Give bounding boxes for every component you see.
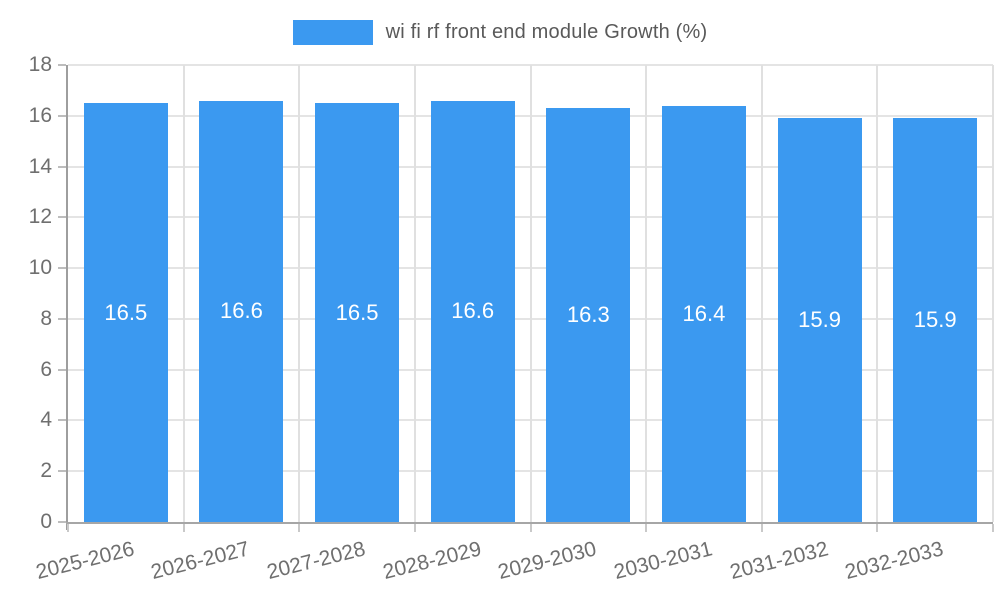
- bar-value-label: 16.3: [566, 302, 610, 328]
- y-tick-label: 14: [28, 154, 52, 178]
- gridline-vertical: [992, 65, 994, 522]
- y-axis-tick: [58, 114, 66, 117]
- bar-value-label: 16.4: [682, 300, 726, 326]
- y-axis-tick: [58, 216, 66, 219]
- bar-2026-2027[interactable]: 16.6: [199, 100, 284, 522]
- gridline-vertical: [760, 65, 763, 522]
- x-axis-tick: [67, 524, 69, 532]
- gridline-vertical: [529, 65, 532, 522]
- bar-value-label: 16.5: [104, 299, 148, 325]
- x-axis-tick: [413, 524, 416, 532]
- gridline-vertical: [876, 65, 879, 522]
- y-axis-tick: [58, 267, 66, 270]
- bar-value-label: 15.9: [913, 307, 957, 333]
- y-tick-label: 2: [40, 459, 52, 483]
- x-axis-tick: [876, 524, 879, 532]
- legend-swatch: [292, 19, 373, 45]
- bar-2030-2031[interactable]: 16.4: [661, 105, 746, 522]
- y-axis-tick: [58, 64, 66, 66]
- bar-2029-2030[interactable]: 16.3: [546, 108, 631, 522]
- gridline-vertical: [182, 65, 185, 522]
- x-axis-tick: [182, 524, 185, 532]
- y-axis-tick: [58, 470, 66, 473]
- y-tick-label: 6: [40, 357, 52, 381]
- bar-2025-2026[interactable]: 16.5: [83, 103, 168, 522]
- legend-label: wi fi rf front end module Growth (%): [385, 20, 708, 43]
- y-tick-label: 12: [28, 205, 52, 229]
- bar-2027-2028[interactable]: 16.5: [315, 103, 400, 522]
- y-tick-label: 0: [40, 510, 52, 533]
- y-axis-tick: [58, 368, 66, 371]
- bar-2032-2033[interactable]: 15.9: [893, 118, 978, 522]
- x-axis-tick: [992, 524, 994, 532]
- bar-value-label: 16.5: [335, 299, 379, 325]
- y-axis-tick: [58, 521, 66, 523]
- gridline-vertical: [645, 65, 648, 522]
- x-axis-tick: [645, 524, 648, 532]
- x-axis-line: [66, 522, 993, 524]
- bar-value-label: 16.6: [220, 298, 263, 324]
- x-axis-tick: [298, 524, 301, 532]
- bar-2028-2029[interactable]: 16.6: [430, 100, 515, 522]
- gridline-vertical: [298, 65, 301, 522]
- bar-2031-2032[interactable]: 15.9: [777, 118, 862, 522]
- y-tick-label: 10: [28, 256, 52, 280]
- y-axis-tick: [58, 165, 66, 168]
- x-axis-tick: [760, 524, 763, 532]
- x-axis-tick: [529, 524, 532, 532]
- y-axis-tick: [58, 317, 66, 320]
- bar-value-label: 16.6: [451, 298, 495, 324]
- legend[interactable]: wi fi rf front end module Growth (%): [0, 17, 1000, 47]
- y-tick-label: 18: [28, 53, 52, 76]
- y-tick-label: 16: [28, 103, 52, 127]
- y-tick-label: 4: [40, 408, 52, 432]
- y-axis-line: [66, 65, 68, 530]
- y-axis-tick: [58, 419, 66, 422]
- gridline-vertical: [413, 65, 416, 522]
- plot-area: 16.5 16.6 16.5 16.6 16.3 16.4 15.9 15.9: [58, 64, 994, 532]
- bar-value-label: 15.9: [798, 307, 841, 333]
- y-tick-label: 8: [40, 306, 52, 330]
